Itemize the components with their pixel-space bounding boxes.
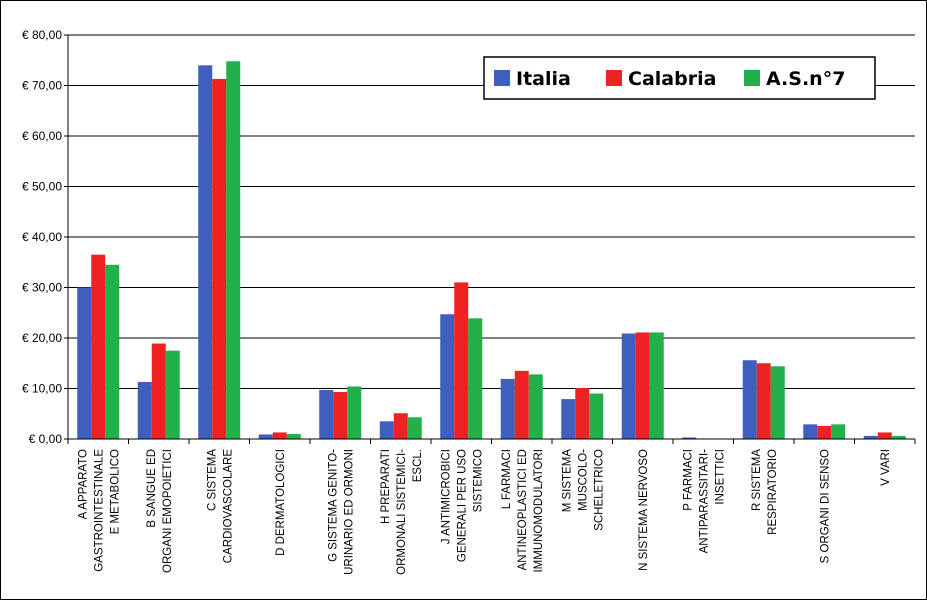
bar <box>272 432 287 439</box>
bar <box>137 381 152 439</box>
x-category-label: ANTINEOPLASTICI ED <box>517 449 529 570</box>
x-category-label: H PREPARATI <box>380 449 392 524</box>
bars <box>77 61 906 440</box>
legend-label: Italia <box>516 68 571 90</box>
x-category-label: ORMONALI SISTEMICI- <box>396 449 408 575</box>
x-category-label: S ORGANI DI SENSO <box>819 449 831 563</box>
bar <box>212 78 227 439</box>
bar <box>454 282 469 439</box>
legend-swatch <box>494 70 510 86</box>
bar <box>379 421 394 439</box>
bar <box>286 433 301 439</box>
legend-swatch <box>744 70 760 86</box>
bar <box>468 318 483 439</box>
y-tick-label: € 0,00 <box>29 432 63 446</box>
bar <box>649 332 664 439</box>
bar <box>407 417 422 439</box>
bar <box>393 413 408 439</box>
x-category-label: URINARIO ED ORMONI <box>343 449 355 575</box>
bar <box>635 332 650 439</box>
legend-label: A.S.n°7 <box>766 68 845 90</box>
y-tick-label: € 50,00 <box>22 180 62 194</box>
x-category-label: A APPARATO <box>77 449 89 519</box>
x-category-label: D DERMATOLOGICI <box>275 449 287 556</box>
x-category-label: C SISTEMA <box>206 449 218 511</box>
bar <box>528 374 543 439</box>
y-tick-label: € 20,00 <box>22 331 62 345</box>
bar <box>756 363 771 439</box>
y-tick-label: € 70,00 <box>22 79 62 93</box>
x-category-label: INSETTICI <box>714 449 726 505</box>
bar <box>91 254 106 439</box>
y-tick-label: € 40,00 <box>22 230 62 244</box>
y-tick-label: € 10,00 <box>22 382 62 396</box>
bar <box>770 366 785 439</box>
y-tick-label: € 60,00 <box>22 129 62 143</box>
x-category-label: SISTEMICO <box>472 449 484 512</box>
x-category-label: V VARI <box>880 449 892 486</box>
bar <box>891 435 906 439</box>
bar <box>561 399 576 439</box>
bar <box>77 287 92 439</box>
x-category-label: ESCL. <box>412 449 424 482</box>
x-category-label: GENERALI PER USO <box>456 449 468 562</box>
bar <box>440 314 455 439</box>
bar <box>589 393 604 439</box>
x-category-label: IMMUNOMODULATORI <box>533 449 545 573</box>
bar <box>319 390 334 439</box>
legend-box <box>483 56 876 100</box>
bar <box>803 424 818 439</box>
bar <box>347 386 362 439</box>
x-category-label: RESPIRATORIO <box>767 449 779 535</box>
x-category-label: J ANTIMICROBICI <box>440 449 452 544</box>
x-category-label: R SISTEMA <box>751 449 763 511</box>
x-category-label: B SANGUE ED <box>146 449 158 528</box>
y-tick-labels: € 0,00 € 10,00 € 20,00 € 30,00 € 40,00 € 50,0… <box>22 28 62 446</box>
bar <box>621 333 636 439</box>
bar <box>333 392 348 439</box>
x-category-label: N SISTEMA NERVOSO <box>638 449 650 571</box>
x-category-label: E METABOLICO <box>109 449 121 534</box>
y-tick-label: € 80,00 <box>22 28 62 42</box>
bar <box>742 360 757 439</box>
x-category-label: ORGANI EMOPOIETICI <box>162 449 174 573</box>
axes <box>64 34 916 444</box>
x-category-label: G SISTEMA GENITO- <box>327 449 339 562</box>
bar <box>500 378 515 439</box>
legend-label: Calabria <box>628 68 716 90</box>
x-category-label: M SISTEMA <box>561 449 573 513</box>
bar <box>817 425 832 439</box>
bar <box>682 437 697 439</box>
y-tick-label: € 30,00 <box>22 281 62 295</box>
x-category-label: SCHELETRICO <box>593 449 605 531</box>
bar <box>258 434 273 439</box>
bar <box>151 343 166 439</box>
bar <box>831 424 846 439</box>
bar <box>877 432 892 439</box>
bar <box>226 61 241 439</box>
x-category-labels: A APPARATO GASTROINTESTINALE E METABOLICO B… <box>77 449 892 575</box>
legend: Italia Calabria A.S.n°7 <box>483 56 876 100</box>
bar <box>198 65 213 440</box>
x-category-label: GASTROINTESTINALE <box>93 449 105 572</box>
legend-swatch <box>606 70 622 86</box>
x-category-label: MUSCOLO- <box>577 449 589 511</box>
x-category-label: ANTIPARASSITARI- <box>698 449 710 554</box>
x-category-label: L FARMACI <box>501 449 513 509</box>
bar <box>105 264 120 439</box>
bar <box>575 387 590 439</box>
x-category-label: P FARMACI <box>682 449 694 511</box>
bar <box>514 370 529 439</box>
bar <box>863 435 878 439</box>
x-category-label: CARDIOVASCOLARE <box>222 449 234 564</box>
bar <box>165 350 180 439</box>
